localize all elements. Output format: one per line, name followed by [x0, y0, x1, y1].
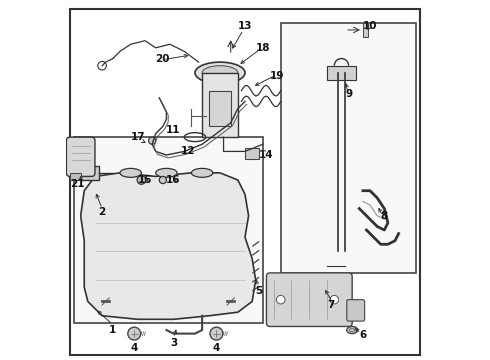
Text: 4: 4 [213, 343, 220, 353]
Text: 19: 19 [270, 71, 284, 81]
Bar [81, 166, 98, 180]
FancyBboxPatch shape [74, 137, 263, 323]
Circle shape [210, 327, 223, 340]
Circle shape [276, 296, 285, 304]
Bar [363, 23, 368, 37]
Circle shape [137, 176, 146, 184]
Circle shape [330, 296, 339, 304]
Bar [202, 73, 238, 137]
Text: 14: 14 [259, 150, 274, 160]
Text: 2: 2 [98, 207, 106, 217]
Ellipse shape [192, 168, 213, 177]
Text: 12: 12 [181, 147, 195, 157]
Text: 18: 18 [256, 43, 270, 53]
Ellipse shape [120, 168, 142, 177]
Text: 10: 10 [363, 21, 377, 31]
Ellipse shape [156, 168, 177, 177]
Text: 4: 4 [130, 343, 138, 353]
Bar [245, 148, 259, 158]
Circle shape [128, 327, 141, 340]
Text: 1: 1 [109, 325, 117, 335]
Bar [70, 173, 81, 180]
Ellipse shape [347, 327, 358, 334]
Text: 15: 15 [138, 175, 152, 185]
Polygon shape [81, 173, 256, 319]
Ellipse shape [202, 66, 238, 80]
Text: 8: 8 [381, 211, 388, 221]
Text: 17: 17 [130, 132, 145, 142]
Text: 7: 7 [327, 300, 334, 310]
Text: 3: 3 [170, 338, 177, 347]
Text: 6: 6 [359, 330, 367, 341]
Text: 11: 11 [166, 125, 181, 135]
Text: 9: 9 [345, 89, 352, 99]
Text: 16: 16 [166, 175, 181, 185]
Text: 20: 20 [156, 54, 170, 64]
Bar [209, 91, 231, 126]
Circle shape [159, 176, 167, 184]
Ellipse shape [349, 328, 355, 332]
Text: 5: 5 [256, 286, 263, 296]
FancyBboxPatch shape [281, 23, 416, 273]
FancyBboxPatch shape [66, 137, 95, 176]
FancyBboxPatch shape [347, 300, 365, 321]
Text: 13: 13 [238, 21, 252, 31]
Text: 21: 21 [70, 179, 84, 189]
Ellipse shape [195, 62, 245, 84]
Bar [327, 66, 356, 80]
FancyBboxPatch shape [267, 273, 352, 327]
Circle shape [148, 137, 156, 144]
